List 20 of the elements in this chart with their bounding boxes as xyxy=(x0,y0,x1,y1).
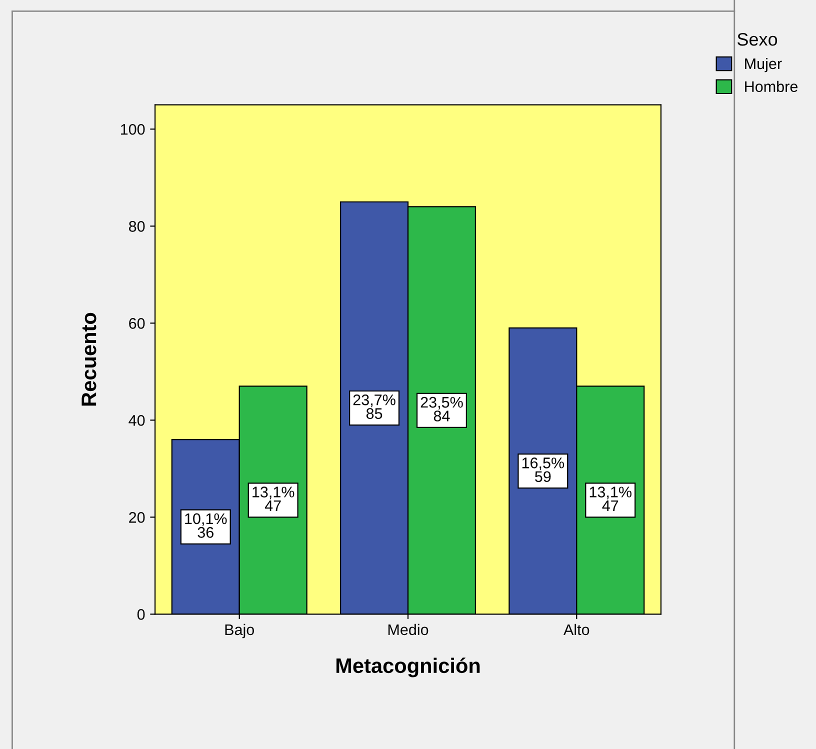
y-tick-label: 20 xyxy=(129,512,145,523)
y-tick-label: 0 xyxy=(137,609,145,620)
legend-label: Mujer xyxy=(745,58,782,72)
data-label: 23,5% 84 xyxy=(420,396,463,422)
y-tick-label: 60 xyxy=(129,318,145,329)
y-tick-label: 100 xyxy=(120,124,145,135)
x-tick-label: Medio xyxy=(388,624,428,636)
x-axis-title: Metacognición xyxy=(336,658,480,678)
legend-label: Hombre xyxy=(745,80,798,92)
y-tick-label: 40 xyxy=(128,415,145,426)
data-label: 13,1% 47 xyxy=(252,486,294,511)
y-tick-label: 80 xyxy=(128,220,145,232)
y-axis-title: Recuento xyxy=(82,312,96,406)
x-tick-label: Alto xyxy=(564,624,590,636)
x-tick-label: Bajo xyxy=(225,624,254,638)
data-label: 10,1% 36 xyxy=(185,513,227,538)
data-label: 13,1% 47 xyxy=(590,486,632,511)
data-label: 23,7% 85 xyxy=(353,394,396,419)
data-label: 16,5% 59 xyxy=(522,458,564,482)
legend-title: Sexo xyxy=(738,32,778,46)
